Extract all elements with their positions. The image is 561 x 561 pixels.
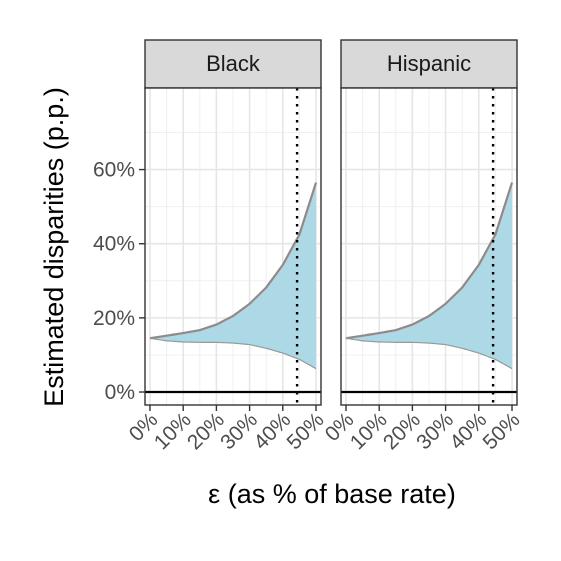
strip-box bbox=[340, 39, 518, 89]
y-tick-label: 20% bbox=[93, 307, 135, 330]
panel-border bbox=[144, 87, 322, 406]
lower-bound-line bbox=[149, 337, 317, 370]
x-axis-title: ε (as % of base rate) bbox=[208, 479, 456, 509]
y-axis-title: Estimated disparities (p.p.) bbox=[39, 87, 69, 407]
strip-label: Hispanic bbox=[387, 51, 471, 76]
upper-bound-line bbox=[345, 182, 514, 340]
lower-bound-line bbox=[345, 337, 513, 370]
y-tick-label: 60% bbox=[93, 159, 135, 182]
disparity-band bbox=[149, 182, 317, 369]
x-tick-label: 50% bbox=[479, 408, 525, 454]
panel-border bbox=[340, 87, 518, 406]
strip-box bbox=[144, 39, 322, 89]
y-tick-label: 0% bbox=[105, 381, 135, 404]
y-tick-label: 40% bbox=[93, 233, 135, 256]
upper-bound-line bbox=[149, 182, 318, 340]
disparity-band bbox=[345, 182, 513, 369]
strip-label: Black bbox=[206, 51, 261, 76]
